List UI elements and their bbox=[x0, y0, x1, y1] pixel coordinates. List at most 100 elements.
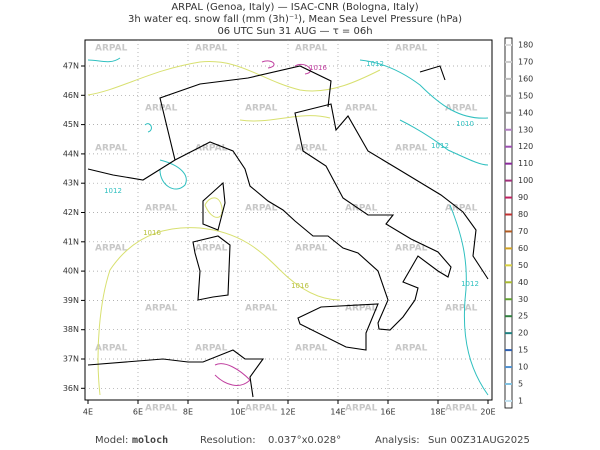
watermark: ARPAL bbox=[245, 404, 278, 414]
isobar bbox=[87, 57, 489, 119]
lat-label: 38N bbox=[63, 325, 79, 334]
watermark: ARPAL bbox=[145, 204, 178, 214]
coastline bbox=[87, 103, 489, 331]
isobar bbox=[159, 159, 187, 190]
colorbar-label: 180 bbox=[518, 41, 533, 50]
isobar bbox=[97, 227, 341, 396]
colorbar-frame bbox=[504, 37, 513, 409]
coastlines bbox=[87, 65, 489, 398]
lat-label: 46N bbox=[63, 91, 79, 100]
isobar bbox=[239, 115, 331, 122]
watermark: ARPAL bbox=[195, 244, 228, 254]
lat-label: 43N bbox=[63, 179, 79, 188]
footer-value: 0.037°x0.028° bbox=[268, 435, 341, 446]
watermark: ARPAL bbox=[295, 44, 328, 54]
borders bbox=[159, 65, 446, 161]
footer: Model: moloch Resolution: 0.037°x0.028° … bbox=[95, 435, 530, 446]
footer-label: Model: bbox=[95, 435, 128, 446]
watermark: ARPAL bbox=[445, 104, 478, 114]
isobar bbox=[449, 204, 489, 396]
colorbar-label: 120 bbox=[518, 142, 533, 151]
graticule bbox=[85, 40, 492, 400]
isobar bbox=[87, 61, 381, 96]
colorbar-label: 60 bbox=[518, 244, 528, 253]
footer-value: moloch bbox=[132, 435, 168, 446]
lon-label: 6E bbox=[133, 408, 143, 417]
lat-label: 36N bbox=[63, 384, 79, 393]
lon-label: 20E bbox=[480, 408, 495, 417]
colorbar-label: 1 bbox=[518, 396, 523, 405]
lon-label: 16E bbox=[380, 408, 395, 417]
lon-label: 8E bbox=[183, 408, 193, 417]
colorbar: 1801701601501401301201101009080706050403… bbox=[505, 41, 533, 405]
watermark: ARPAL bbox=[395, 44, 428, 54]
colorbar-label: 40 bbox=[518, 278, 528, 287]
isobar-label: 1016 bbox=[309, 64, 327, 72]
watermark: ARPAL bbox=[295, 344, 328, 354]
watermark: ARPAL bbox=[195, 344, 228, 354]
footer-label: Analysis: bbox=[375, 435, 420, 446]
title-line: 06 UTC Sun 31 AUG — τ = 06h bbox=[217, 26, 372, 37]
watermark: ARPAL bbox=[295, 144, 328, 154]
colorbar-label: 15 bbox=[518, 346, 528, 355]
watermark: ARPAL bbox=[295, 244, 328, 254]
watermark: ARPAL bbox=[145, 104, 178, 114]
colorbar-label: 30 bbox=[518, 295, 528, 304]
watermark: ARPAL bbox=[95, 44, 128, 54]
colorbar-label: 130 bbox=[518, 125, 533, 134]
watermark: ARPAL bbox=[95, 344, 128, 354]
lat-label: 41N bbox=[63, 237, 79, 246]
watermark: ARPAL bbox=[345, 204, 378, 214]
colorbar-label: 25 bbox=[518, 312, 528, 321]
colorbar-label: 100 bbox=[518, 176, 533, 185]
watermark: ARPAL bbox=[195, 144, 228, 154]
lat-label: 44N bbox=[63, 149, 79, 158]
footer-label: Resolution: bbox=[200, 435, 256, 446]
header: ARPAL (Genoa, Italy) — ISAC-CNR (Bologna… bbox=[128, 2, 462, 37]
colorbar-label: 170 bbox=[518, 57, 533, 66]
footer-value: Sun 00Z31AUG2025 bbox=[428, 435, 530, 446]
lat-label: 47N bbox=[63, 62, 79, 71]
lon-label: 18E bbox=[430, 408, 445, 417]
watermark: ARPAL bbox=[395, 144, 428, 154]
watermark: ARPAL bbox=[345, 404, 378, 414]
colorbar-label: 5 bbox=[518, 380, 523, 389]
watermark: ARPAL bbox=[245, 204, 278, 214]
colorbar-label: 160 bbox=[518, 74, 533, 83]
watermark: ARPAL bbox=[395, 244, 428, 254]
colorbar-label: 80 bbox=[518, 210, 528, 219]
colorbar-label: 140 bbox=[518, 108, 533, 117]
isobar-label: 1010 bbox=[456, 120, 474, 128]
watermark: ARPAL bbox=[95, 244, 128, 254]
watermark: ARPAL bbox=[445, 204, 478, 214]
colorbar-label: 150 bbox=[518, 91, 533, 100]
watermark: ARPAL bbox=[445, 404, 478, 414]
watermark: ARPAL bbox=[195, 44, 228, 54]
axes-labels: 4E 6E 8E 10E 12E 14E 16E 18E 20E 47N 46N 45N 44N 43N 4… bbox=[63, 62, 496, 417]
watermark: ARPAL bbox=[345, 304, 378, 314]
watermark: ARPAL bbox=[145, 404, 178, 414]
sardinia bbox=[192, 235, 231, 301]
lat-label: 45N bbox=[63, 120, 79, 129]
lon-label: 10E bbox=[230, 408, 245, 417]
isobar-label: 1012 bbox=[431, 142, 449, 150]
lat-label: 42N bbox=[63, 208, 79, 217]
title-line: ARPAL (Genoa, Italy) — ISAC-CNR (Bologna… bbox=[171, 2, 418, 13]
isobar-label: 1016 bbox=[143, 229, 161, 237]
isobar bbox=[144, 123, 152, 133]
watermark: ARPAL bbox=[245, 104, 278, 114]
lon-label: 12E bbox=[280, 408, 295, 417]
isobar-label: 1016 bbox=[291, 282, 309, 290]
colorbar-label: 50 bbox=[518, 261, 528, 270]
isobar-label: 1012 bbox=[366, 60, 384, 68]
title-line: 3h water eq. snow fall (mm (3h)⁻¹), Mean… bbox=[128, 14, 462, 25]
map-frame bbox=[84, 39, 493, 401]
lat-label: 39N bbox=[63, 296, 79, 305]
watermark: ARPAL bbox=[345, 104, 378, 114]
lat-label: 40N bbox=[63, 267, 79, 276]
colorbar-label: 90 bbox=[518, 193, 528, 202]
watermark: ARPAL bbox=[95, 144, 128, 154]
isobar-label: 1012 bbox=[104, 187, 122, 195]
watermarks: ARPAL ARPAL ARPAL ARPAL ARPAL ARPAL ARPAL ARPAL… bbox=[95, 44, 478, 414]
